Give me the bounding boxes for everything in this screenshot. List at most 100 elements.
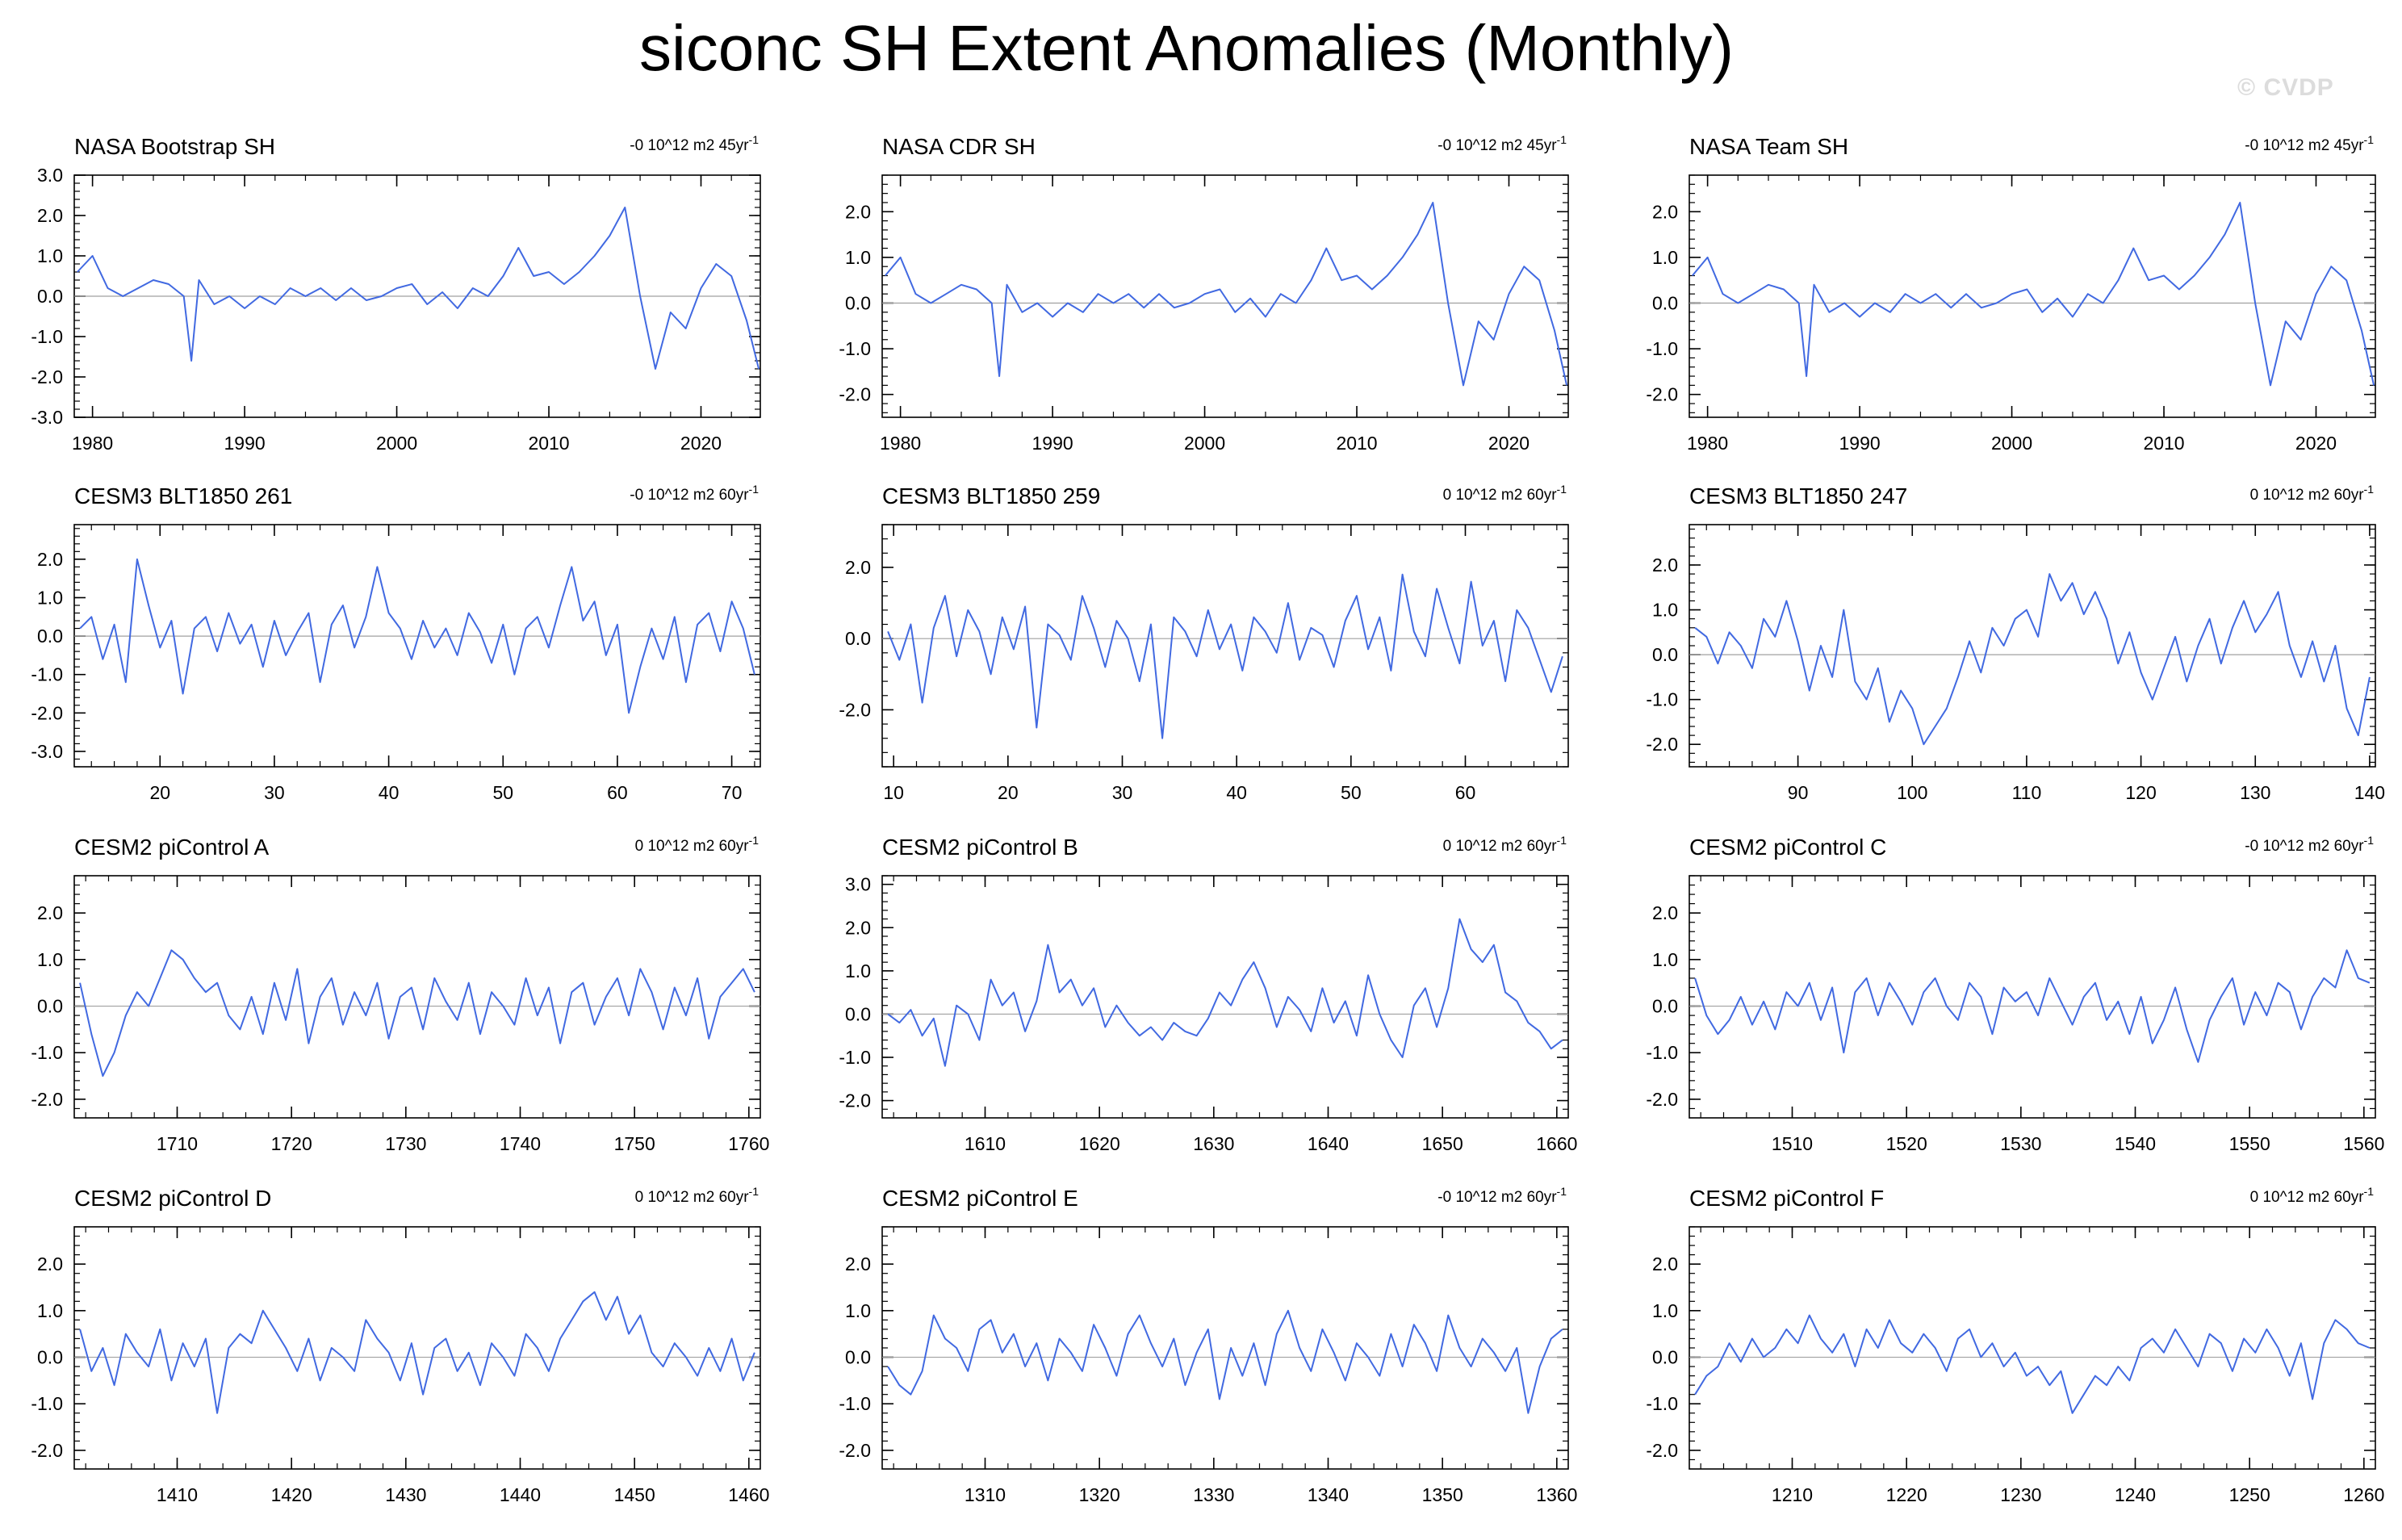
plot-frame (73, 875, 761, 1119)
chart-panel: 1510 1520 1530 1540 1550 1560 -2.0 -1.0 0.0 1.0 2.… (1646, 834, 2384, 1154)
anomaly-series-line (1694, 949, 2371, 1063)
x-tick-label: 20 (149, 782, 170, 803)
plot-frame (1689, 174, 2376, 418)
main-title: siconc SH Extent Anomalies (Monthly) (638, 12, 1735, 84)
x-tick-label: 1610 (965, 1133, 1006, 1154)
y-tick-label: 1.0 (1652, 949, 1678, 970)
trend-annotation: 0 10^12 m2 60yr-1 (635, 834, 760, 855)
anomaly-series-line (1692, 202, 2375, 387)
x-tick-label: 1990 (224, 433, 266, 454)
y-tick-label: 1.0 (37, 949, 63, 970)
y-tick-label: -1.0 (1646, 338, 1678, 359)
x-tick-label: 1430 (385, 1484, 426, 1505)
y-tick-label: 1.0 (845, 1300, 871, 1321)
y-tick-label: 3.0 (845, 874, 871, 895)
y-tick-label: 0.0 (37, 286, 63, 307)
anomaly-series-line (79, 558, 755, 714)
y-tick-label: 1.0 (845, 247, 871, 268)
y-tick-label: 0.0 (1652, 292, 1678, 313)
trend-annotation: -0 10^12 m2 60yr-1 (630, 483, 759, 504)
y-tick-label: 3.0 (37, 165, 63, 186)
x-tick-label: 20 (998, 782, 1019, 803)
trend-exponent: -1 (749, 834, 760, 847)
y-tick-label: -2.0 (839, 1090, 871, 1111)
x-tick-label: 1210 (1772, 1484, 1813, 1505)
x-tick-label: 30 (264, 782, 285, 803)
y-tick-label: -1.0 (1646, 1393, 1678, 1414)
trend-exponent: -1 (1557, 834, 1567, 847)
trend-exponent: -1 (2364, 834, 2375, 847)
x-tick-label: 50 (1341, 782, 1362, 803)
x-tick-label: 1310 (965, 1484, 1006, 1505)
x-tick-label: 1560 (2343, 1133, 2384, 1154)
x-tick-label: 1550 (2229, 1133, 2270, 1154)
trend-exponent: -1 (749, 133, 760, 146)
x-tick-label: 1240 (2115, 1484, 2156, 1505)
panel-title: NASA CDR SH (882, 134, 1036, 159)
x-tick-label: 1320 (1079, 1484, 1120, 1505)
y-tick-label: -1.0 (1646, 1042, 1678, 1063)
x-tick-label: 1630 (1193, 1133, 1234, 1154)
y-tick-label: 1.0 (845, 960, 871, 981)
chart-panel: 1980 1990 2000 2010 2020 -2.0 -1.0 0.0 1.0 2.0 NAS… (1646, 133, 2376, 454)
x-tick-label: 1350 (1422, 1484, 1463, 1505)
trend-annotation: -0 10^12 m2 45yr-1 (1437, 133, 1567, 154)
trend-annotation: -0 10^12 m2 45yr-1 (630, 133, 759, 154)
x-tick-label: 1460 (728, 1484, 769, 1505)
x-tick-label: 1220 (1886, 1484, 1927, 1505)
trend-exponent: -1 (749, 1185, 760, 1198)
y-tick-label: -3.0 (31, 741, 63, 762)
anomaly-series-line (887, 1309, 1563, 1414)
y-tick-label: 0.0 (1652, 644, 1678, 665)
x-tick-label: 1980 (880, 433, 921, 454)
x-tick-label: 1540 (2115, 1133, 2156, 1154)
x-tick-label: 1440 (500, 1484, 541, 1505)
x-tick-label: 1230 (2000, 1484, 2041, 1505)
x-tick-label: 1980 (1687, 433, 1728, 454)
y-tick-label: -2.0 (839, 1440, 871, 1461)
x-tick-label: 60 (1455, 782, 1476, 803)
y-tick-label: -1.0 (31, 1042, 63, 1063)
trend-annotation: -0 10^12 m2 45yr-1 (2245, 133, 2374, 154)
y-tick-label: 2.0 (1652, 201, 1678, 222)
y-tick-label: -2.0 (1646, 734, 1678, 755)
anomaly-series-line (1694, 1314, 2371, 1414)
trend-exponent: -1 (2364, 133, 2375, 146)
y-tick-label: 1.0 (37, 587, 63, 608)
trend-exponent: -1 (749, 483, 760, 496)
trend-exponent: -1 (1557, 483, 1567, 496)
panel-title: NASA Bootstrap SH (74, 134, 275, 159)
y-tick-label: -2.0 (1646, 1440, 1678, 1461)
chart-panel: 1980 1990 2000 2010 2020 -2.0 -1.0 0.0 1.0 2.0 NAS… (839, 133, 1569, 454)
y-tick-label: -2.0 (1646, 1089, 1678, 1110)
x-tick-label: 2020 (680, 433, 722, 454)
y-tick-label: 1.0 (37, 245, 63, 266)
x-tick-label: 2010 (2143, 433, 2184, 454)
y-tick-label: 2.0 (1652, 554, 1678, 575)
x-tick-label: 2000 (1991, 433, 2032, 454)
panel-title: CESM3 BLT1850 259 (882, 483, 1100, 508)
x-tick-label: 60 (607, 782, 628, 803)
y-tick-label: 1.0 (1652, 600, 1678, 621)
x-tick-label: 40 (379, 782, 400, 803)
plot-frame (73, 1226, 761, 1470)
x-tick-label: 1660 (1536, 1133, 1577, 1154)
anomaly-series-line (885, 202, 1568, 387)
y-tick-label: 0.0 (37, 1347, 63, 1368)
x-tick-label: 2010 (528, 433, 569, 454)
trend-annotation: -0 10^12 m2 60yr-1 (1437, 1185, 1567, 1206)
x-tick-label: 1990 (1032, 433, 1073, 454)
chart-panel: 1410 1420 1430 1440 1450 1460 -2.0 -1.0 0.0 1.0 2.… (31, 1185, 769, 1505)
y-tick-label: 2.0 (37, 902, 63, 923)
x-tick-label: 1640 (1308, 1133, 1349, 1154)
anomaly-series-line (1694, 573, 2371, 746)
x-tick-label: 1520 (1886, 1133, 1927, 1154)
chart-panel: 1710 1720 1730 1740 1750 1760 -2.0 -1.0 0.0 1.0 2.… (31, 834, 769, 1154)
x-tick-label: 1990 (1839, 433, 1881, 454)
plot-frame (881, 1226, 1569, 1470)
chart-panel: 90 100 110 120 130 140 -2.0 -1.0 0.0 1.0 2.0 CESM3 … (1646, 483, 2385, 803)
x-tick-label: 1730 (385, 1133, 426, 1154)
chart-panel: 1980 1990 2000 2010 2020 -3.0 -2.0 -1.0 0.0 1.0 2.… (31, 133, 761, 454)
y-tick-label: 2.0 (1652, 902, 1678, 923)
y-tick-label: 0.0 (845, 1003, 871, 1024)
